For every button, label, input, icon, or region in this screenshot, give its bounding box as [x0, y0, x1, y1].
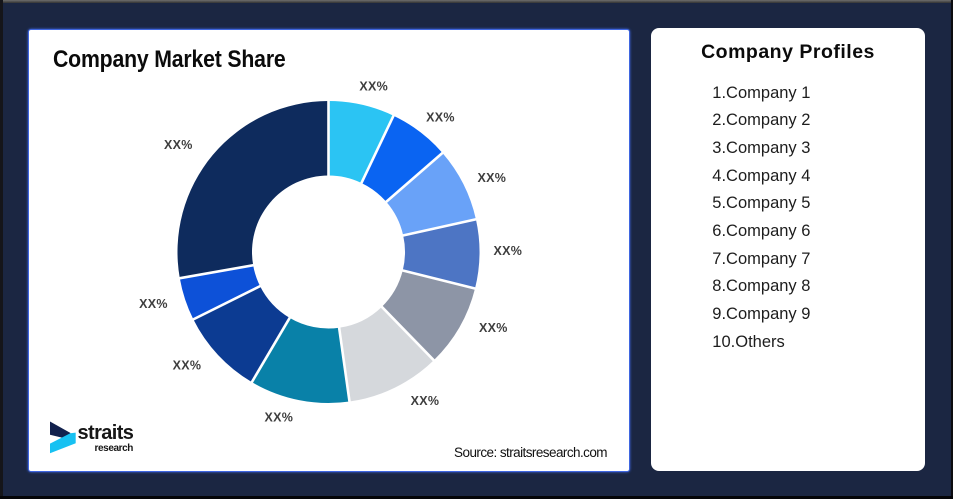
svg-text:XX%: XX% — [477, 171, 506, 185]
svg-text:XX%: XX% — [139, 297, 168, 311]
svg-text:XX%: XX% — [426, 111, 455, 125]
svg-text:XX%: XX% — [264, 410, 293, 424]
svg-text:XX%: XX% — [173, 358, 202, 372]
svg-text:XX%: XX% — [164, 138, 193, 152]
svg-text:XX%: XX% — [359, 80, 388, 94]
svg-text:XX%: XX% — [411, 394, 440, 408]
svg-text:XX%: XX% — [493, 244, 522, 258]
svg-text:XX%: XX% — [479, 321, 508, 335]
